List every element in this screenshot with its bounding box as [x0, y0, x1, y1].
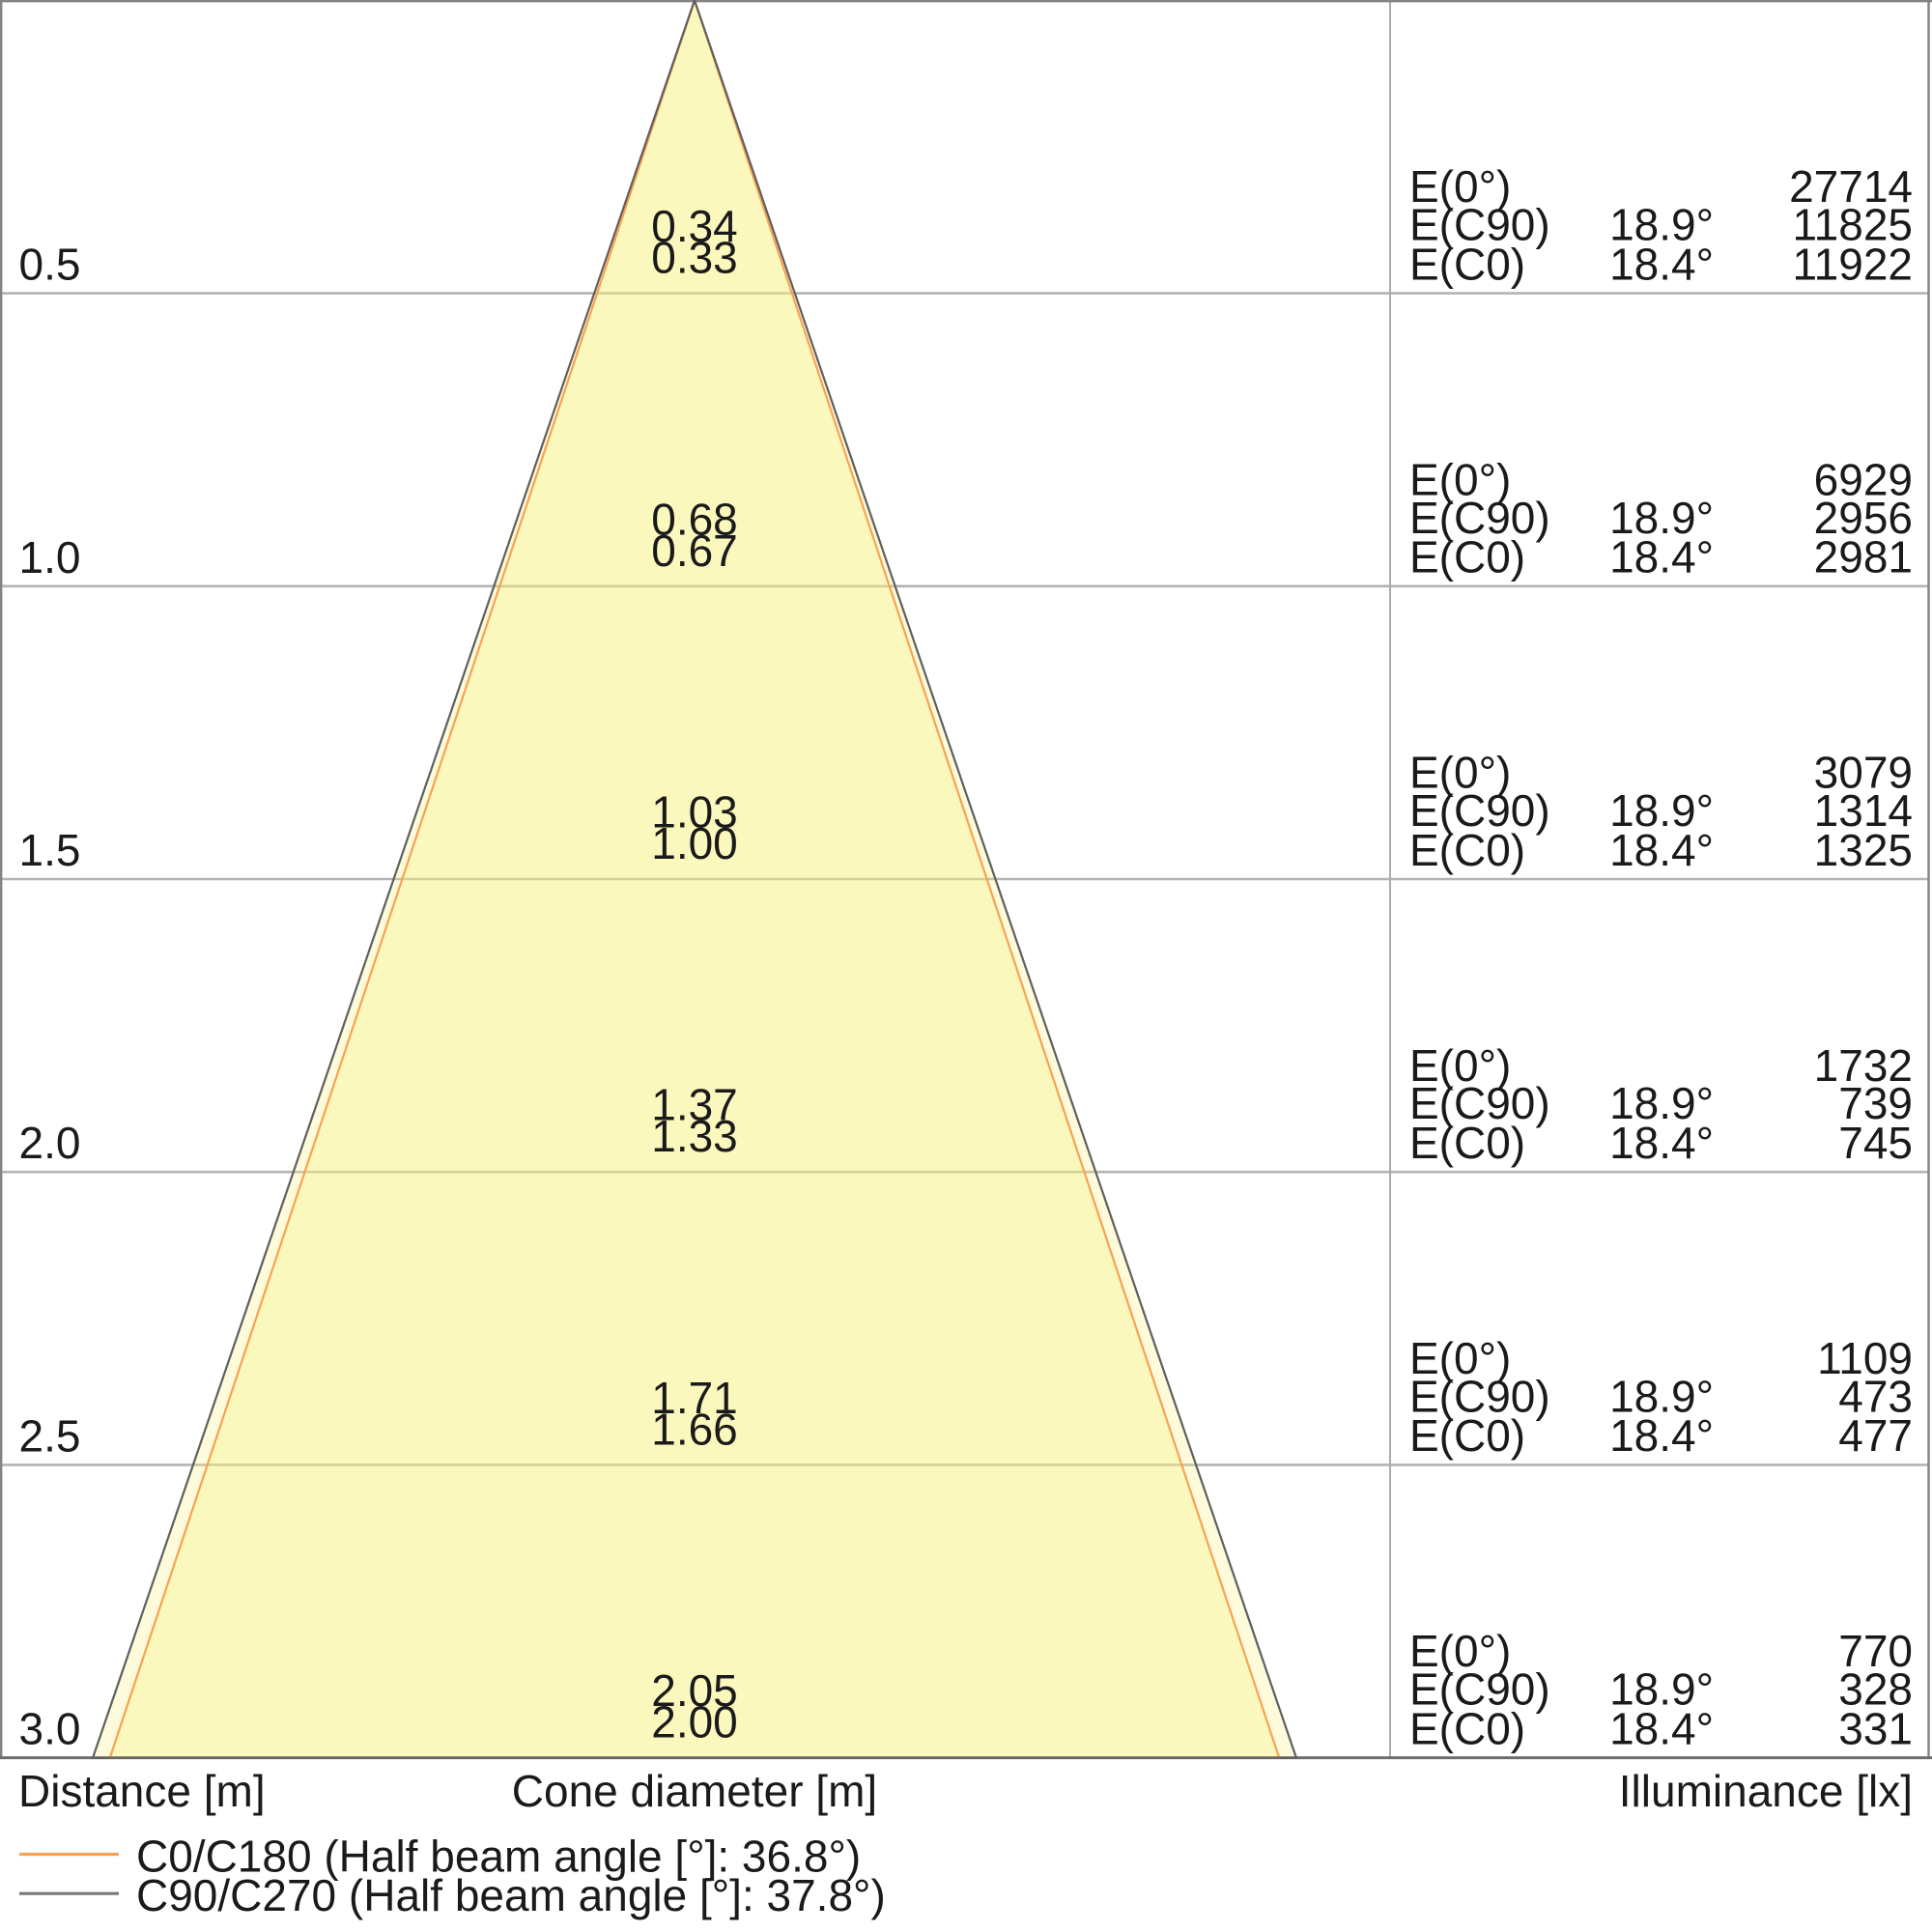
svg-text:0.5: 0.5 [19, 240, 81, 290]
svg-text:Cone diameter [m]: Cone diameter [m] [512, 1766, 877, 1816]
svg-text:E(C90): E(C90) [1409, 1078, 1550, 1128]
svg-text:18.4°: 18.4° [1609, 1118, 1714, 1168]
svg-text:27714: 27714 [1789, 161, 1913, 212]
svg-text:0.33: 0.33 [651, 233, 738, 283]
svg-text:770: 770 [1838, 1626, 1913, 1676]
svg-text:E(C90): E(C90) [1409, 493, 1550, 543]
svg-text:1314: 1314 [1814, 785, 1913, 836]
svg-text:Illuminance [lx]: Illuminance [lx] [1619, 1766, 1913, 1816]
svg-text:2981: 2981 [1814, 532, 1913, 582]
svg-text:1.0: 1.0 [19, 532, 81, 582]
svg-text:E(0°): E(0°) [1409, 454, 1511, 504]
svg-text:E(C0): E(C0) [1409, 1118, 1525, 1168]
svg-text:18.4°: 18.4° [1609, 1410, 1714, 1461]
svg-text:1732: 1732 [1814, 1040, 1913, 1091]
svg-text:1.33: 1.33 [651, 1111, 738, 1161]
svg-text:2.05: 2.05 [651, 1665, 738, 1716]
svg-text:11825: 11825 [1792, 200, 1913, 250]
svg-text:E(C90): E(C90) [1409, 200, 1550, 250]
svg-text:0.67: 0.67 [651, 526, 738, 576]
svg-text:E(C0): E(C0) [1409, 1703, 1525, 1753]
svg-text:739: 739 [1838, 1078, 1913, 1128]
svg-text:Distance [m]: Distance [m] [18, 1766, 266, 1816]
svg-text:3079: 3079 [1814, 748, 1913, 798]
svg-text:1.37: 1.37 [651, 1080, 738, 1130]
svg-text:1.00: 1.00 [651, 818, 738, 868]
svg-text:2.0: 2.0 [19, 1118, 81, 1168]
svg-text:2.5: 2.5 [19, 1410, 81, 1461]
svg-text:E(0°): E(0°) [1409, 161, 1511, 212]
svg-text:2.00: 2.00 [651, 1697, 738, 1747]
svg-text:E(0°): E(0°) [1409, 1333, 1511, 1383]
svg-text:E(C90): E(C90) [1409, 1664, 1550, 1715]
svg-text:0.68: 0.68 [651, 494, 738, 544]
svg-text:18.4°: 18.4° [1609, 825, 1714, 875]
svg-text:18.4°: 18.4° [1609, 1703, 1714, 1753]
svg-text:C0/C180 (Half beam angle [°]:: C0/C180 (Half beam angle [°]: 36.8°) [136, 1832, 861, 1882]
svg-text:6929: 6929 [1814, 454, 1913, 504]
svg-text:18.9°: 18.9° [1609, 785, 1714, 836]
svg-text:18.9°: 18.9° [1609, 1371, 1714, 1421]
svg-text:E(C90): E(C90) [1409, 1371, 1550, 1421]
svg-text:473: 473 [1838, 1371, 1913, 1421]
svg-text:1109: 1109 [1817, 1333, 1913, 1383]
svg-text:18.9°: 18.9° [1609, 1664, 1714, 1715]
svg-text:11922: 11922 [1792, 239, 1913, 289]
svg-text:3.0: 3.0 [19, 1704, 81, 1754]
svg-text:1.5: 1.5 [19, 825, 81, 875]
svg-text:18.9°: 18.9° [1609, 1078, 1714, 1128]
svg-text:18.4°: 18.4° [1609, 532, 1714, 582]
svg-text:2956: 2956 [1814, 493, 1913, 543]
svg-text:1.71: 1.71 [651, 1373, 738, 1423]
svg-text:1.03: 1.03 [651, 787, 738, 838]
svg-text:18.9°: 18.9° [1609, 493, 1714, 543]
svg-text:18.9°: 18.9° [1609, 200, 1714, 250]
svg-text:E(0°): E(0°) [1409, 1626, 1511, 1676]
svg-text:18.4°: 18.4° [1609, 239, 1714, 289]
svg-text:477: 477 [1838, 1410, 1913, 1461]
svg-text:E(C0): E(C0) [1409, 825, 1525, 875]
svg-text:331: 331 [1838, 1703, 1913, 1753]
svg-text:E(C90): E(C90) [1409, 785, 1550, 836]
svg-text:1.66: 1.66 [651, 1404, 738, 1454]
svg-text:0.34: 0.34 [651, 201, 738, 251]
svg-text:E(0°): E(0°) [1409, 748, 1511, 798]
svg-text:328: 328 [1838, 1664, 1913, 1715]
svg-text:E(C0): E(C0) [1409, 239, 1525, 289]
svg-text:C90/C270 (Half beam angle [°]:: C90/C270 (Half beam angle [°]: 37.8°) [136, 1870, 886, 1920]
svg-text:E(0°): E(0°) [1409, 1040, 1511, 1091]
svg-text:E(C0): E(C0) [1409, 1410, 1525, 1461]
svg-text:E(C0): E(C0) [1409, 532, 1525, 582]
svg-text:745: 745 [1838, 1118, 1913, 1168]
svg-text:1325: 1325 [1814, 825, 1913, 875]
